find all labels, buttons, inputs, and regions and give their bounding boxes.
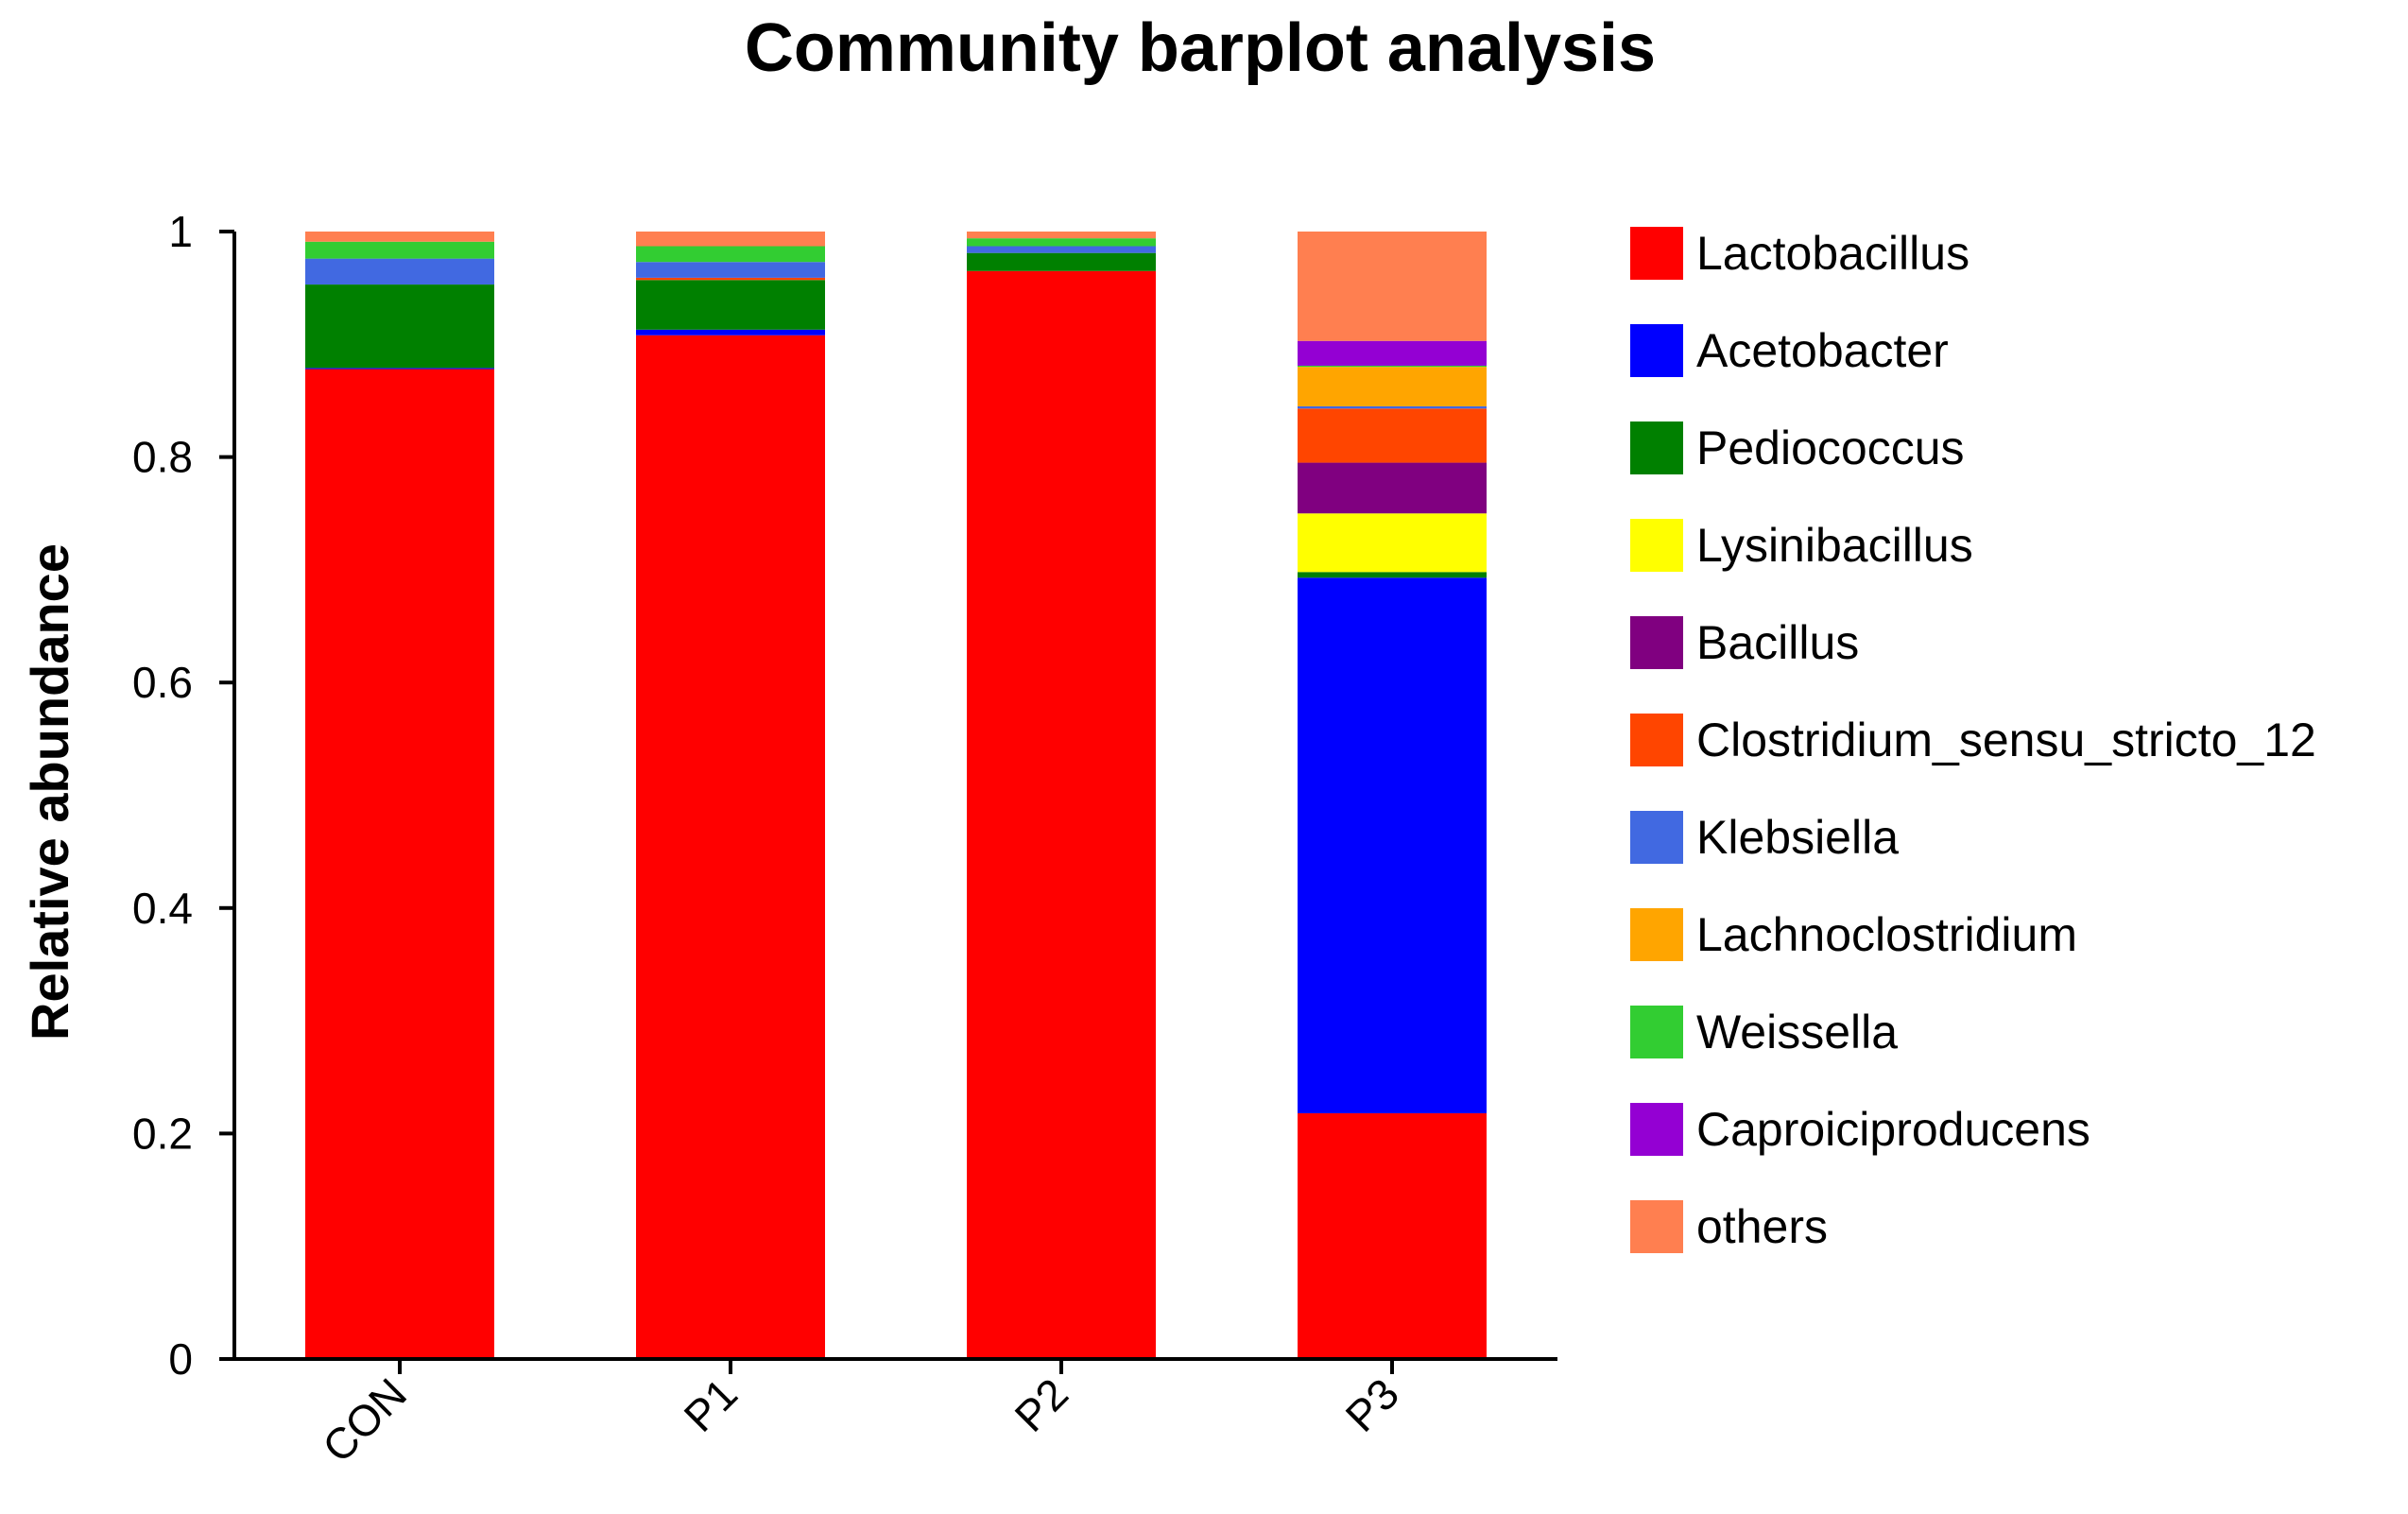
legend: Lactobacillus Acetobacter Pediococcus Lysin…: [1630, 227, 2316, 1253]
bar-segment: [1298, 462, 1487, 514]
y-ticks-group: 0 0.2 0.4 0.6 0.8 1: [132, 207, 234, 1384]
bar-segment: [305, 232, 494, 242]
chart-title: Community barplot analysis: [745, 10, 1656, 86]
legend-swatch: [1630, 714, 1683, 766]
bar-segment: [1298, 513, 1487, 573]
legend-swatch: [1630, 616, 1683, 669]
legend-swatch: [1630, 227, 1683, 280]
legend-label: Acetobacter: [1696, 324, 1949, 377]
legend-label: Lachnoclostridium: [1696, 908, 2077, 961]
bar-segment: [967, 238, 1156, 247]
bar-segment: [305, 241, 494, 259]
bar-segment: [636, 232, 825, 247]
x-tick-label: CON: [313, 1368, 416, 1471]
legend-swatch: [1630, 422, 1683, 474]
legend-swatch: [1630, 1200, 1683, 1253]
bar-segment: [636, 246, 825, 263]
x-tick-label: P3: [1336, 1368, 1409, 1441]
y-tick-label: 0: [168, 1334, 193, 1384]
bar-segment: [967, 246, 1156, 253]
bar-segment: [1298, 340, 1487, 366]
x-tick-label: P2: [1006, 1368, 1078, 1441]
legend-label: Clostridium_sensu_stricto_12: [1696, 714, 2316, 766]
legend-label: others: [1696, 1200, 1828, 1253]
bar-segment: [967, 270, 1156, 1359]
legend-swatch: [1630, 324, 1683, 377]
legend-swatch: [1630, 1006, 1683, 1058]
bar-segment: [1298, 232, 1487, 341]
bar-segment: [1298, 577, 1487, 1113]
legend-label: Klebsiella: [1696, 811, 1899, 864]
legend-swatch: [1630, 1103, 1683, 1156]
bar-segment: [1298, 405, 1487, 409]
legend-swatch: [1630, 908, 1683, 961]
axes-group: [232, 232, 1557, 1361]
x-tick-label: P1: [675, 1368, 748, 1441]
x-ticks-group: CON P1 P2 P3: [313, 1359, 1408, 1471]
legend-label: Pediococcus: [1696, 422, 1965, 474]
bars-group: [305, 232, 1487, 1360]
bar-segment: [1298, 1112, 1487, 1359]
bar-segment: [636, 277, 825, 281]
legend-label: Weissella: [1696, 1006, 1898, 1058]
bar-segment: [305, 368, 494, 370]
bar-segment: [305, 284, 494, 369]
y-axis-label: Relative abundance: [20, 543, 79, 1041]
bar-segment: [636, 262, 825, 278]
y-tick-label: 1: [168, 207, 193, 256]
bar-segment: [636, 280, 825, 330]
bar-segment: [636, 329, 825, 335]
bar-segment: [1298, 365, 1487, 368]
bar-segment: [1298, 367, 1487, 406]
bar-segment: [967, 252, 1156, 271]
y-tick-label: 0.8: [132, 433, 193, 482]
legend-label: Lactobacillus: [1696, 227, 1969, 280]
bar-segment: [305, 258, 494, 285]
bar-segment: [305, 369, 494, 1359]
y-tick-label: 0.6: [132, 658, 193, 707]
y-tick-label: 0.2: [132, 1109, 193, 1158]
bar-segment: [1298, 572, 1487, 578]
legend-swatch: [1630, 519, 1683, 572]
bar-segment: [1298, 408, 1487, 463]
legend-label: Bacillus: [1696, 616, 1859, 669]
legend-label: Caproiciproducens: [1696, 1103, 2090, 1156]
legend-label: Lysinibacillus: [1696, 519, 1973, 572]
legend-swatch: [1630, 811, 1683, 864]
bar-segment: [967, 232, 1156, 239]
y-tick-label: 0.4: [132, 884, 193, 933]
bar-segment: [636, 335, 825, 1360]
